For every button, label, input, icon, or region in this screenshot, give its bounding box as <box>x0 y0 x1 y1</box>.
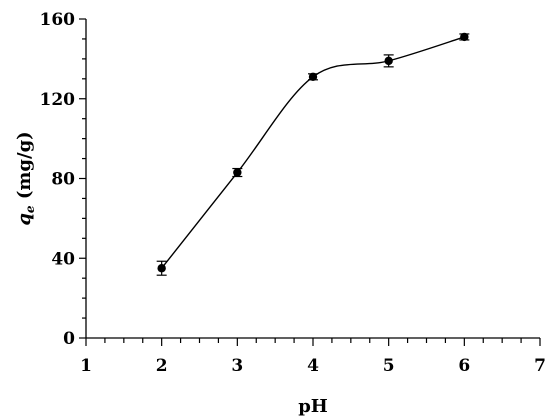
x-tick-label: 3 <box>231 356 243 376</box>
data-point <box>233 168 242 177</box>
plot-area <box>156 32 470 276</box>
x-tick-label: 7 <box>534 356 546 376</box>
x-ticks: 1 2 3 4 5 6 7 <box>80 338 546 376</box>
x-tick-label: 2 <box>156 356 168 376</box>
x-axis-title: pH <box>298 396 328 417</box>
y-tick-label: 80 <box>51 170 75 190</box>
data-point <box>157 264 166 273</box>
y-axis-title: qe (mg/g) <box>14 131 37 225</box>
x-tick-label: 4 <box>307 356 319 376</box>
y-tick-label: 160 <box>40 10 76 30</box>
x-tick-label: 1 <box>80 356 92 376</box>
y-axis-title-subscript: e <box>23 205 37 213</box>
y-tick-label: 0 <box>63 329 75 349</box>
y-axis-title-var: q <box>14 213 35 226</box>
y-axis-title-unit: (mg/g) <box>14 131 35 205</box>
series-line <box>161 36 465 269</box>
y-ticks: 0 40 80 120 160 <box>40 10 86 349</box>
data-point <box>460 32 469 42</box>
data-point <box>308 72 318 82</box>
axes <box>85 19 540 339</box>
y-tick-label: 40 <box>51 249 75 269</box>
x-tick-label: 5 <box>383 356 395 376</box>
data-point <box>384 56 393 66</box>
x-tick-label: 6 <box>458 356 470 376</box>
y-tick-label: 120 <box>40 90 76 110</box>
